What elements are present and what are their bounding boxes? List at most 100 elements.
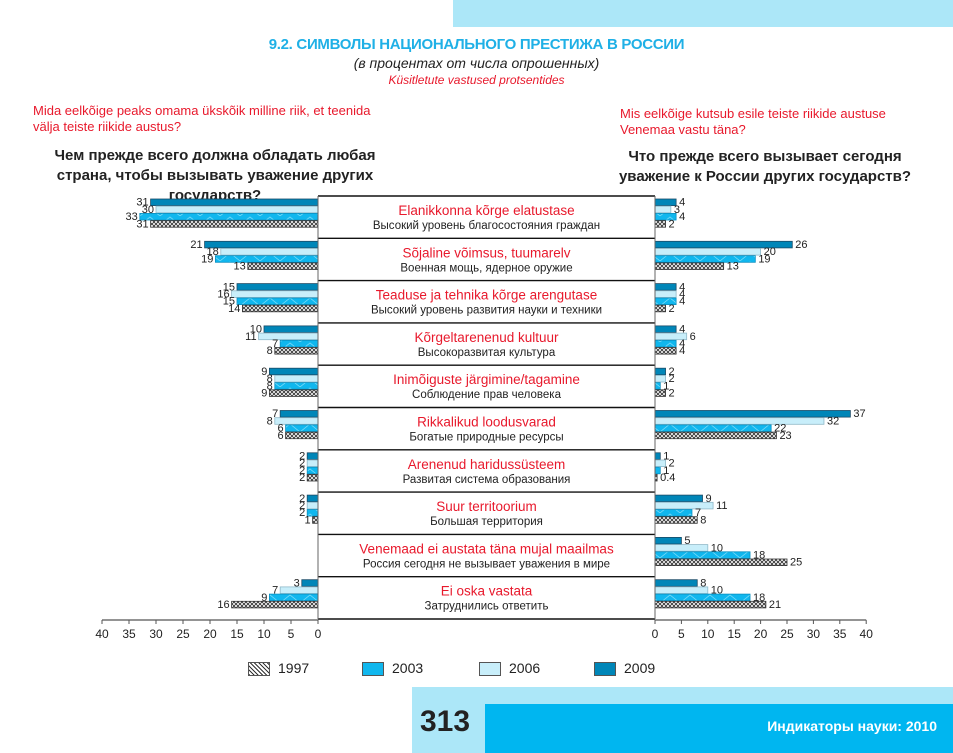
category-label-russian: Высокий уровень благосостояния граждан (373, 220, 600, 232)
data-label-right-2006-cat2: 4 (679, 289, 685, 301)
data-label-left-1997-cat2: 14 (228, 303, 240, 315)
right-x-tick-label: 10 (701, 627, 715, 641)
data-label-right-2003-cat5: 22 (774, 423, 786, 435)
data-label-right-2003-cat4: 1 (663, 380, 669, 392)
right-bars-group: 4264423719583204623221110104194412217181… (654, 197, 866, 611)
category-label-russian: Развитая система образования (403, 474, 571, 486)
data-label-right-2003-cat0: 4 (679, 211, 685, 223)
data-label-right-2003-cat2: 4 (679, 296, 685, 308)
legend-swatch-2003 (362, 662, 384, 676)
right-x-tick-label: 25 (780, 627, 794, 641)
bar-right-2003-cat1 (654, 255, 756, 263)
data-label-right-2006-cat5: 32 (827, 415, 839, 427)
category-label-estonian: Rikkalikud loodusvarad (417, 415, 556, 430)
data-label-right-1997-cat9: 21 (769, 599, 781, 611)
bar-left-2003-cat1 (214, 255, 319, 263)
bar-right-1997-cat5 (654, 431, 777, 440)
data-label-left-2009-cat9: 3 (294, 577, 300, 589)
bar-left-2006-cat0 (155, 205, 319, 214)
bar-left-2006-cat6 (306, 459, 319, 467)
chart-subtitle: (в процентах от числа опрошенных) (353, 55, 600, 71)
data-label-left-2009-cat5: 7 (272, 408, 278, 420)
left-x-tick-label: 35 (122, 627, 136, 641)
data-label-left-2006-cat6: 2 (299, 458, 305, 470)
bar-left-2003-cat5 (285, 424, 319, 432)
bar-right-1997-cat0 (654, 220, 666, 228)
data-label-right-2003-cat9: 18 (753, 592, 765, 604)
bar-right-1997-cat2 (654, 304, 666, 313)
bar-left-2006-cat3 (258, 332, 319, 341)
publication-title: Индикаторы науки: 2010 (767, 718, 937, 734)
data-label-right-1997-cat4: 2 (669, 388, 675, 400)
legend-label-2003: 2003 (392, 660, 424, 676)
data-label-right-2009-cat5: 37 (853, 408, 865, 420)
data-label-left-1997-cat5: 6 (277, 430, 283, 442)
bar-left-2009-cat2 (236, 283, 319, 291)
bar-right-2006-cat0 (654, 205, 672, 214)
bar-right-1997-cat1 (654, 262, 725, 270)
data-label-left-2003-cat4: 8 (267, 380, 273, 392)
bar-right-2006-cat9 (654, 586, 709, 594)
bar-left-2006-cat4 (274, 374, 319, 383)
bar-right-1997-cat8 (654, 558, 788, 566)
category-label-russian: Военная мощь, ядерное оружие (400, 262, 572, 274)
bar-right-2006-cat5 (654, 417, 825, 425)
category-label-russian: Высокий уровень развития науки и техники (371, 305, 602, 317)
bar-right-2009-cat8 (654, 537, 682, 545)
data-label-left-2003-cat5: 6 (277, 423, 283, 435)
category-label-estonian: Suur territoorium (436, 499, 537, 514)
bar-right-2006-cat7 (654, 501, 714, 510)
data-label-left-1997-cat0: 31 (136, 218, 148, 230)
data-label-right-1997-cat5: 23 (779, 430, 791, 442)
right-x-tick-label: 40 (860, 627, 874, 641)
bar-right-1997-cat3 (654, 347, 677, 355)
data-label-right-1997-cat3: 4 (679, 345, 685, 357)
right-x-tick-label: 0 (652, 627, 659, 641)
category-label-estonian: Kõrgeltarenenud kultuur (414, 330, 559, 345)
data-label-left-1997-cat6: 2 (299, 472, 305, 484)
legend-label-2006: 2006 (509, 660, 541, 676)
data-label-left-2009-cat1: 21 (190, 239, 202, 251)
data-label-right-2009-cat6: 1 (663, 451, 669, 463)
legend-swatch-1997 (248, 662, 270, 676)
data-label-left-2009-cat4: 9 (261, 366, 267, 378)
category-label-russian: Затруднились ответить (425, 601, 549, 613)
category-label-russian: Высокоразвитая культура (418, 347, 556, 359)
category-label-russian: Большая территория (430, 516, 543, 528)
bar-right-1997-cat4 (654, 389, 666, 397)
data-label-right-2006-cat1: 20 (764, 246, 776, 258)
bar-right-1997-cat9 (654, 600, 767, 609)
data-label-left-2006-cat1: 18 (207, 246, 219, 258)
footer-band-dark (485, 704, 953, 753)
left-x-tick-label: 25 (176, 627, 190, 641)
left-bars-group: 3121151097223301816118822733191578622931… (126, 197, 319, 611)
bar-right-2009-cat9 (654, 579, 698, 587)
bar-left-1997-cat2 (241, 304, 319, 313)
bar-right-2006-cat2 (654, 290, 677, 298)
data-label-right-2003-cat8: 18 (753, 550, 765, 562)
bar-left-2009-cat1 (204, 240, 319, 249)
category-label-russian: Соблюдение прав человека (412, 389, 562, 401)
category-label-estonian: Arenenud haridussüsteem (408, 457, 566, 472)
data-label-left-2009-cat7: 2 (299, 493, 305, 505)
bar-right-2003-cat4 (654, 382, 661, 390)
left-x-tick-label: 15 (230, 627, 244, 641)
data-label-left-1997-cat3: 8 (267, 345, 273, 357)
data-label-right-2009-cat2: 4 (679, 281, 685, 293)
data-label-left-2003-cat3: 7 (272, 338, 278, 350)
data-label-right-2003-cat1: 19 (758, 253, 770, 265)
left-question-estonian: Mida eelkõige peaks omama ükskõik millin… (33, 103, 371, 134)
bar-right-2009-cat6 (654, 452, 661, 460)
data-label-left-2009-cat0: 31 (136, 197, 148, 209)
legend-swatch-2006 (479, 662, 501, 676)
bar-left-2006-cat9 (279, 586, 319, 594)
data-label-right-2006-cat0: 3 (674, 204, 680, 216)
bar-right-2009-cat3 (654, 325, 677, 333)
data-label-right-2009-cat8: 5 (684, 535, 690, 547)
bar-left-2006-cat2 (231, 290, 319, 298)
bar-left-1997-cat1 (247, 262, 319, 270)
left-x-tick-label: 5 (288, 627, 295, 641)
bar-right-2003-cat9 (654, 593, 751, 602)
data-label-right-2009-cat0: 4 (679, 197, 685, 209)
